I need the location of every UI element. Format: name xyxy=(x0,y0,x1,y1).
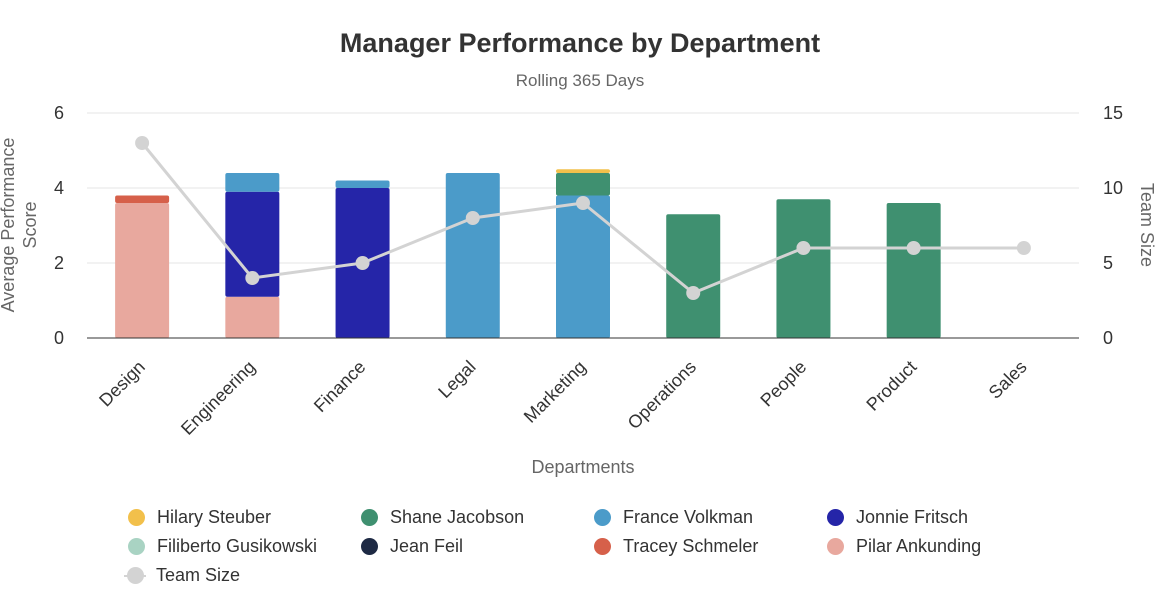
team-size-point xyxy=(245,271,260,285)
bar-segment xyxy=(335,180,390,188)
bar-segment xyxy=(225,296,280,338)
chart-subtitle: Rolling 365 Days xyxy=(515,71,645,90)
legend-label: Team Size xyxy=(156,565,241,585)
team-size-point xyxy=(465,211,480,225)
x-tick-label: Product xyxy=(862,357,920,415)
y2-tick-label: 10 xyxy=(1103,178,1123,198)
legend-label: Filiberto Gusikowski xyxy=(157,536,318,556)
bar-segment xyxy=(776,199,831,338)
team-size-point xyxy=(1016,241,1031,255)
y2-tick-label: 5 xyxy=(1103,253,1113,273)
legend-label: Hilary Steuber xyxy=(157,507,272,527)
legend-item[interactable]: Jean Feil xyxy=(361,536,463,557)
bar-segment xyxy=(886,203,941,338)
y-tick-label: 4 xyxy=(54,178,64,198)
legend-label: Pilar Ankunding xyxy=(856,536,982,556)
x-tick-label: Engineering xyxy=(177,357,259,439)
legend-swatch xyxy=(594,538,611,555)
legend-label: Jean Feil xyxy=(390,536,464,556)
legend-item[interactable]: Filiberto Gusikowski xyxy=(128,536,317,557)
x-tick-label: Finance xyxy=(310,357,369,416)
x-axis-title: Departments xyxy=(531,457,634,477)
team-size-point xyxy=(576,196,590,210)
legend-item[interactable]: France Volkman xyxy=(594,507,753,528)
bar-segment xyxy=(225,173,280,192)
y-tick-label: 0 xyxy=(54,328,64,348)
chart-title: Manager Performance by Department xyxy=(339,28,821,58)
x-tick-label: People xyxy=(756,357,810,411)
legend-item[interactable]: Hilary Steuber xyxy=(128,507,271,528)
bar-segment xyxy=(225,191,280,297)
bar-segment xyxy=(556,195,610,338)
legend-label: Shane Jacobson xyxy=(390,507,525,527)
legend-swatch xyxy=(128,538,145,555)
team-size-point xyxy=(355,256,370,270)
legend-label: France Volkman xyxy=(623,507,754,527)
legend-label: Jonnie Fritsch xyxy=(856,507,969,527)
x-tick-label: Design xyxy=(95,357,149,411)
legend-item-team-size[interactable]: Team Size xyxy=(124,565,240,586)
bar-segment xyxy=(666,214,721,338)
y-tick-label: 2 xyxy=(54,253,64,273)
bar-segment xyxy=(556,169,610,173)
legend-swatch xyxy=(827,538,844,555)
bar-segment xyxy=(556,173,610,196)
legend-item[interactable]: Tracey Schmeler xyxy=(594,536,758,557)
legend-item[interactable]: Jonnie Fritsch xyxy=(827,507,968,528)
y-tick-label: 6 xyxy=(54,103,64,123)
y2-axis-title: Team Size xyxy=(1137,183,1157,267)
legend-swatch xyxy=(128,509,145,526)
legend-line-marker xyxy=(124,567,146,584)
y2-tick-label: 15 xyxy=(1103,103,1123,123)
legend-swatch xyxy=(827,509,844,526)
y-axis-title: Average Performance Score xyxy=(0,138,40,313)
legend-swatch xyxy=(361,538,378,555)
legend-swatch xyxy=(594,509,611,526)
team-size-point xyxy=(796,241,811,255)
x-tick-label: Marketing xyxy=(520,357,590,427)
bar-segment xyxy=(445,173,500,338)
y2-tick-label: 0 xyxy=(1103,328,1113,348)
legend-item[interactable]: Shane Jacobson xyxy=(361,507,524,528)
team-size-point xyxy=(135,136,150,150)
bar-segment xyxy=(115,195,170,203)
x-tick-label: Operations xyxy=(624,357,700,433)
legend-swatch xyxy=(361,509,378,526)
legend-label: Tracey Schmeler xyxy=(623,536,759,556)
bar-segment xyxy=(115,203,170,338)
x-tick-label: Legal xyxy=(434,357,479,402)
legend-item[interactable]: Pilar Ankunding xyxy=(827,536,981,557)
x-tick-label: Sales xyxy=(985,357,1031,403)
team-size-point xyxy=(906,241,921,255)
team-size-point xyxy=(686,286,701,300)
